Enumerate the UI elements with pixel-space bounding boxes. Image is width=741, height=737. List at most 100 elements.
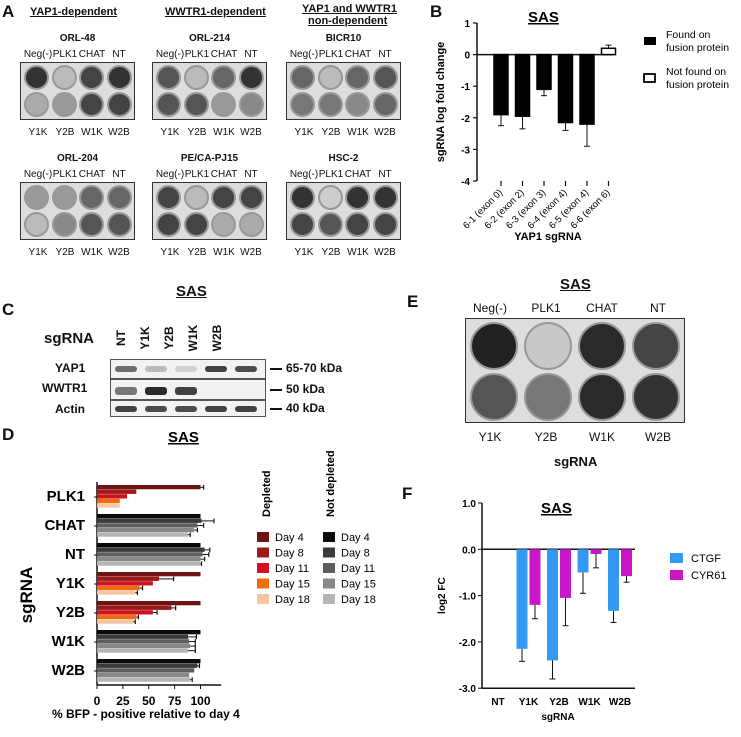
well-label-top: CHAT	[210, 169, 238, 180]
svg-text:sgRNA: sgRNA	[541, 712, 574, 723]
band	[175, 405, 197, 412]
bar	[493, 53, 509, 116]
cell-line-label: ORL-204	[56, 153, 99, 164]
well-label-bottom: Y1K	[294, 247, 314, 258]
plate	[20, 62, 135, 120]
cell-line-label: BICR10	[325, 33, 362, 44]
size-label: 65-70 kDa	[286, 361, 343, 375]
svg-text:SAS: SAS	[528, 9, 559, 26]
well-label-bottom: Y2B	[534, 430, 558, 444]
well-label-bottom: Y1K	[160, 247, 180, 258]
band	[115, 366, 137, 372]
plate	[286, 62, 401, 120]
bar	[560, 549, 571, 598]
well-label-bottom: Y1K	[28, 127, 48, 138]
cell-line-label: ORL-48	[59, 33, 96, 44]
cell-line-label: PE/CA-PJ15	[180, 153, 239, 164]
well-label-bottom: Y2B	[187, 127, 207, 138]
band	[205, 405, 227, 412]
lane-label: NT	[114, 330, 128, 346]
svg-text:Day 18: Day 18	[341, 594, 376, 606]
well	[345, 65, 370, 90]
band	[115, 405, 137, 412]
bar	[97, 614, 137, 620]
well-label-bottom: W2B	[108, 127, 130, 138]
well	[24, 185, 49, 210]
panel-c-row-header: sgRNA	[44, 330, 95, 347]
well-label-top: NT	[378, 169, 392, 180]
bar	[97, 503, 120, 508]
well	[317, 185, 343, 210]
well	[51, 185, 77, 210]
well-label-bottom: Y1K	[28, 247, 48, 258]
panel-e-title: SAS	[560, 276, 591, 293]
bar	[514, 53, 531, 117]
well	[79, 185, 104, 210]
svg-text:fusion protein: fusion protein	[666, 42, 729, 54]
bar	[97, 605, 172, 610]
bar	[97, 610, 153, 615]
well	[106, 185, 132, 210]
bar	[97, 561, 201, 566]
panel-e-xlabel: sgRNA	[554, 454, 598, 469]
bar	[97, 643, 191, 649]
well	[345, 212, 370, 237]
group-header: WWTR1-dependent	[165, 6, 266, 18]
size-marker	[270, 388, 282, 391]
svg-text:Day 15: Day 15	[341, 579, 376, 591]
bar	[577, 549, 589, 573]
svg-text:Depleted: Depleted	[261, 471, 273, 517]
well	[470, 373, 518, 421]
well-label-top: PLK1	[531, 301, 561, 315]
well	[345, 92, 370, 117]
bar	[579, 53, 595, 125]
svg-text:-2.0: -2.0	[459, 638, 477, 649]
bar	[97, 556, 201, 562]
well	[183, 65, 209, 90]
well-label-top: Neg(-)	[155, 169, 185, 180]
svg-text:YAP1 sgRNA: YAP1 sgRNA	[514, 231, 582, 243]
well	[211, 212, 236, 237]
well	[317, 212, 343, 237]
svg-text:Y1K: Y1K	[519, 697, 539, 708]
well	[106, 212, 132, 237]
plate	[20, 182, 135, 240]
well-label-top: CHAT	[78, 169, 106, 180]
well	[290, 65, 315, 90]
band	[145, 386, 167, 395]
size-marker	[270, 368, 282, 370]
well	[238, 212, 264, 237]
well	[211, 185, 236, 210]
well	[238, 185, 264, 210]
plate	[152, 182, 267, 240]
well-label-top: NT	[650, 301, 666, 315]
bar	[536, 53, 552, 91]
bar	[600, 47, 617, 56]
bar	[547, 549, 558, 661]
svg-text:Day 15: Day 15	[275, 579, 310, 591]
bar	[557, 53, 574, 124]
panel-d-letter: D	[2, 425, 15, 444]
bar	[97, 601, 201, 606]
bar	[97, 523, 198, 528]
bar	[97, 485, 201, 490]
svg-text:Not found on: Not found on	[666, 66, 726, 78]
group-header: YAP1 and WWTR1	[302, 3, 397, 15]
well-label-bottom: W1K	[347, 247, 369, 258]
well	[183, 92, 209, 117]
bar	[97, 489, 137, 494]
well-label-bottom: Y1K	[160, 127, 180, 138]
svg-text:-4: -4	[461, 177, 470, 188]
bar	[621, 549, 632, 577]
band	[235, 405, 257, 412]
svg-text:-3: -3	[461, 145, 470, 156]
well-label-bottom: W2B	[240, 127, 262, 138]
panel-c-title: SAS	[176, 283, 207, 300]
bar	[97, 677, 191, 682]
band	[175, 366, 197, 372]
bar	[97, 659, 201, 664]
band	[205, 366, 227, 372]
well-label-bottom: Y2B	[55, 247, 75, 258]
plate	[465, 318, 685, 423]
